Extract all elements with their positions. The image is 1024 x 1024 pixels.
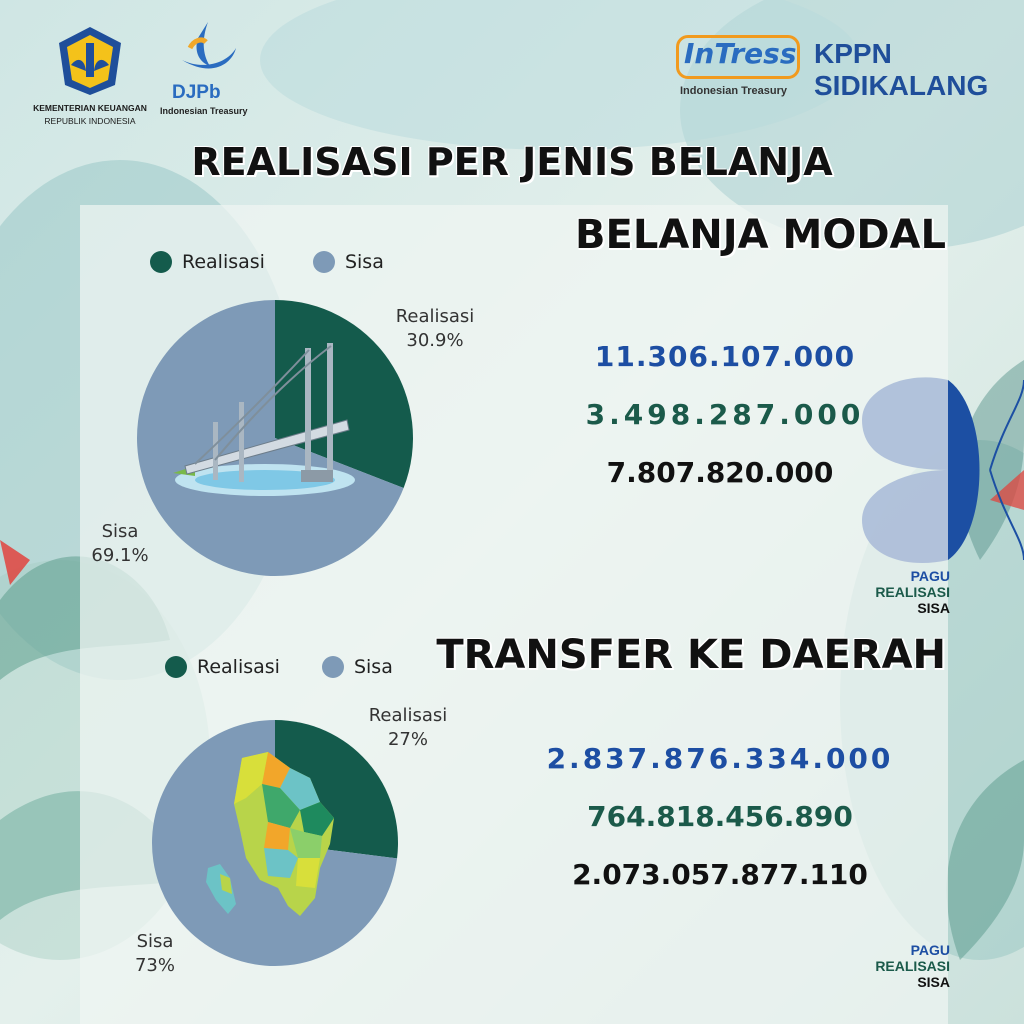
key-realisasi: REALISASI [875,958,950,974]
slice-label-realisasi-belanja-modal: Realisasi 30.9% [385,305,485,353]
kemenkeu-line1: KEMENTERIAN KEUANGAN [33,103,147,113]
slice-label-name: Sisa [136,931,174,952]
office-line1: KPPN [814,38,892,69]
legend-label-realisasi: Realisasi [197,656,280,678]
djpb-emblem-icon [182,22,236,69]
kemenkeu-emblem-icon [59,27,121,95]
intress-badge [676,35,800,79]
kemenkeu-line2: REPUBLIK INDONESIA [44,116,136,126]
legend-swatch-sisa [312,251,335,273]
legend-belanja-modal: Realisasi Sisa [150,251,384,273]
realisasi-amount-transfer-ke-daerah: 764.818.456.890 [587,800,853,833]
slice-label-name: Sisa [101,521,139,542]
section-heading-transfer-ke-daerah: TRANSFER KE DAERAH [436,632,946,678]
kemenkeu-logo: KEMENTERIAN KEUANGAN REPUBLIK INDONESIA [30,25,150,135]
slice-label-pct: 73% [134,955,175,976]
intress-sub: Indonesian Treasury [680,85,787,97]
slice-label-name: Realisasi [395,306,475,327]
intress-logo: InTress Indonesian Treasury [676,35,806,105]
pagu-amount-belanja-modal: 11.306.107.000 [594,340,856,373]
legend-swatch-sisa [321,656,344,678]
djpb-sub: Indonesian Treasury [160,106,248,116]
intress-name: InTress [684,37,797,70]
amount-key-belanja-modal: PAGU REALISASI SISA [875,568,950,616]
regional-map-icon [206,752,334,916]
page-title: REALISASI PER JENIS BELANJA [191,140,833,184]
office-line2: SIDIKALANG [814,70,989,101]
pie-slice-sisa [137,300,404,576]
legend-label-sisa: Sisa [353,656,393,678]
key-realisasi: REALISASI [875,584,950,600]
legend-label-sisa: Sisa [344,251,384,273]
legend-transfer-ke-daerah: Realisasi Sisa [165,656,393,678]
pagu-amount-transfer-ke-daerah: 2.837.876.334.000 [546,742,894,775]
slice-label-realisasi-transfer-ke-daerah: Realisasi 27% [358,704,458,752]
realisasi-amount-belanja-modal: 3.498.287.000 [585,398,865,431]
slice-label-sisa-belanja-modal: Sisa 69.1% [70,520,170,568]
slice-label-pct: 30.9% [406,330,464,351]
slice-label-name: Realisasi [368,705,448,726]
slice-label-sisa-transfer-ke-daerah: Sisa 73% [105,930,205,978]
legend-swatch-realisasi [150,251,172,273]
key-pagu: PAGU [910,942,950,958]
djpb-logo: DJPb Indonesian Treasury [160,20,260,125]
pie-chart-transfer-ke-daerah [152,720,398,966]
legend-swatch-realisasi [165,656,187,678]
key-sisa: SISA [917,974,950,990]
sisa-amount-transfer-ke-daerah: 2.073.057.877.110 [572,858,868,891]
djpb-name: DJPb [172,82,221,103]
sisa-amount-belanja-modal: 7.807.820.000 [606,456,834,489]
office-name: KPPN SIDIKALANG [814,38,988,102]
amount-key-transfer-ke-daerah: PAGU REALISASI SISA [875,942,950,990]
pie-chart-belanja-modal [137,300,414,576]
key-sisa: SISA [917,600,950,616]
section-heading-belanja-modal: BELANJA MODAL [575,212,946,258]
slice-label-pct: 69.1% [91,545,149,566]
key-pagu: PAGU [910,568,950,584]
bridge-illustration-icon [173,343,355,496]
slice-label-pct: 27% [387,729,428,750]
legend-label-realisasi: Realisasi [182,251,265,273]
